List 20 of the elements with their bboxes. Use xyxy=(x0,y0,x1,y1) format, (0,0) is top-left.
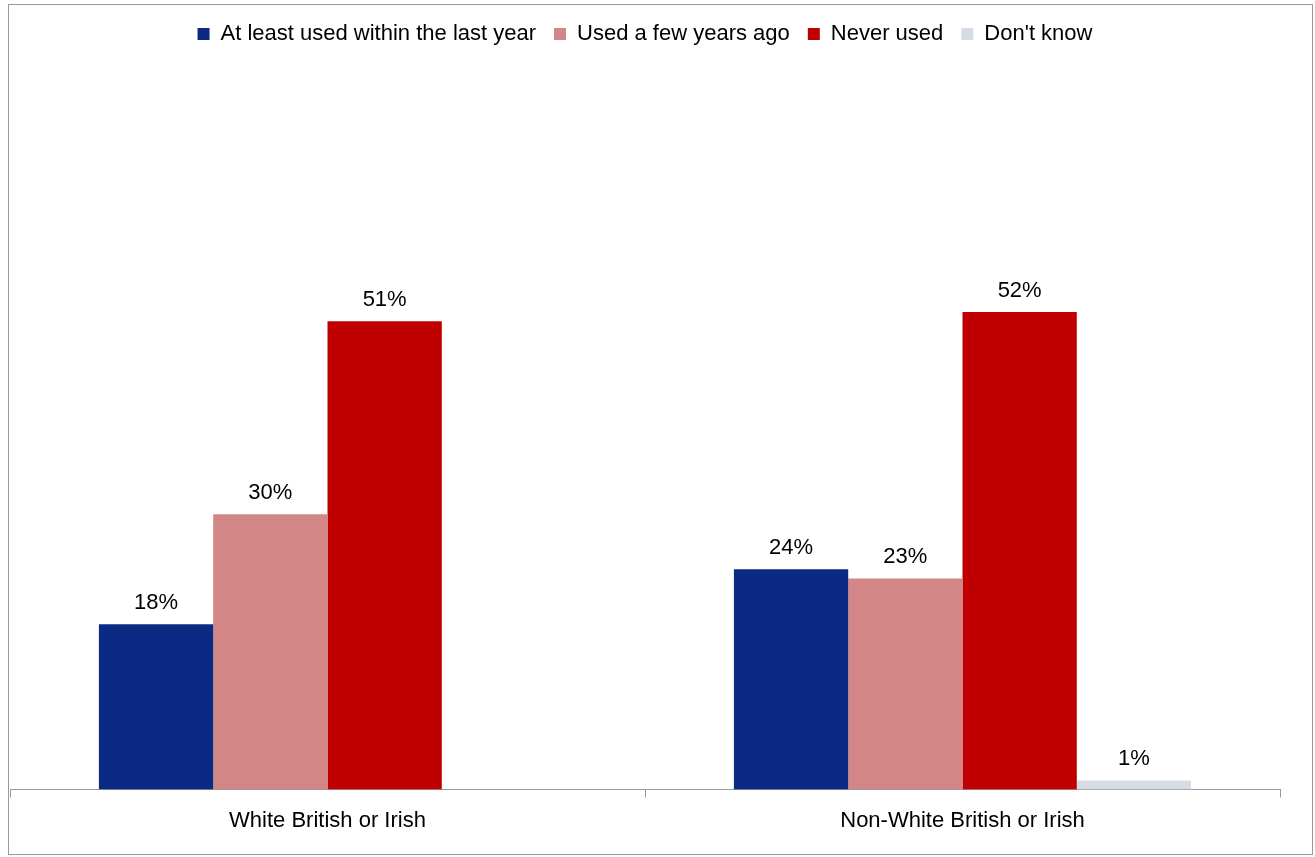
data-label: 30% xyxy=(248,479,293,505)
legend-label: Never used xyxy=(830,20,944,46)
legend-label: At least used within the last year xyxy=(220,20,537,46)
data-label: 24% xyxy=(769,534,814,560)
bar xyxy=(962,312,1077,790)
bar xyxy=(848,578,963,790)
data-label: 18% xyxy=(134,589,179,615)
data-label: 1% xyxy=(1118,745,1150,771)
x-tick-label: White British or Irish xyxy=(229,806,426,832)
bar xyxy=(98,624,214,790)
data-label: 52% xyxy=(997,277,1042,303)
data-label: 51% xyxy=(362,286,407,312)
bar xyxy=(213,514,328,790)
bar xyxy=(1076,780,1192,790)
legend-label: Used a few years ago xyxy=(577,20,790,46)
bar xyxy=(327,321,442,790)
data-label: 23% xyxy=(883,543,928,569)
x-tick-label: Non-White British or Irish xyxy=(840,806,1085,832)
bar xyxy=(733,569,849,790)
legend-label: Don't know xyxy=(984,20,1093,46)
